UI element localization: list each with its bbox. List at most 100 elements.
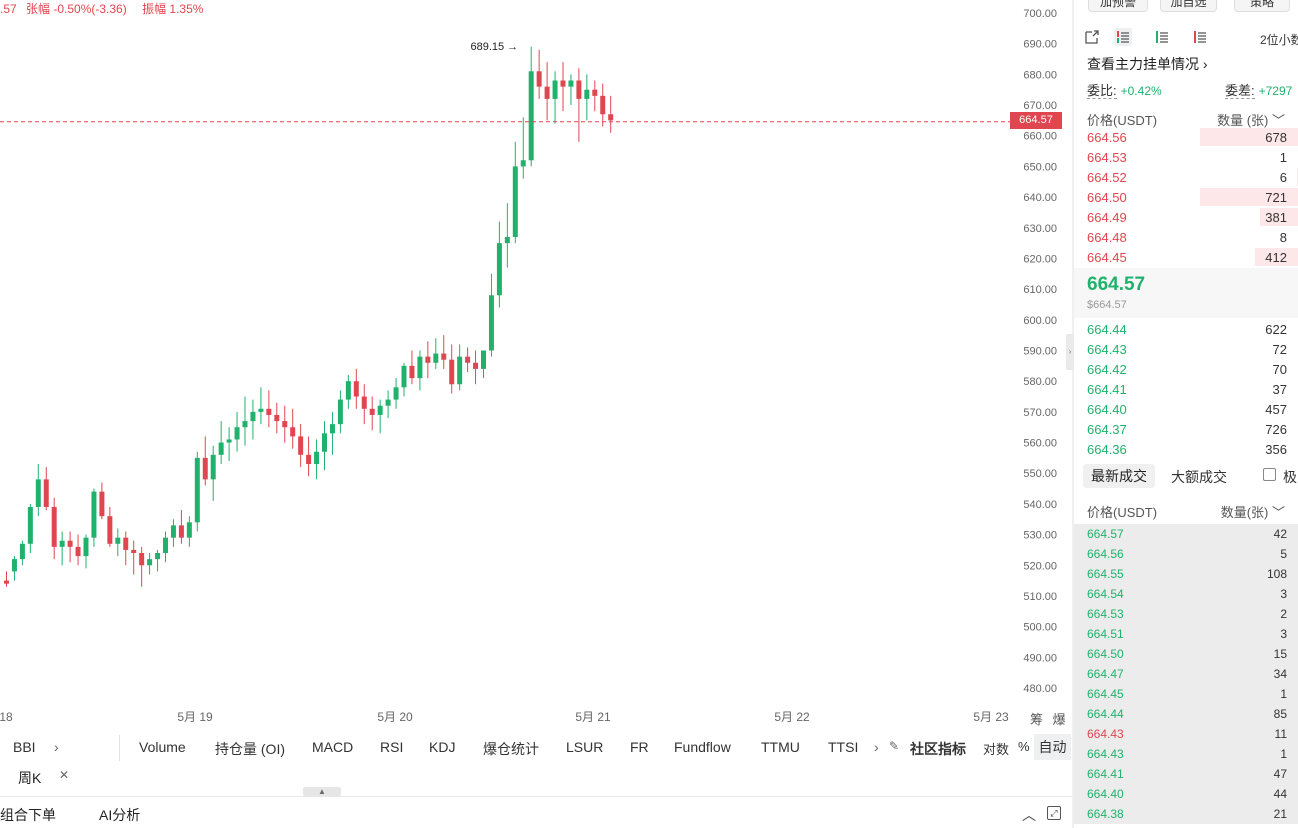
candle-body bbox=[210, 454, 216, 480]
diff-group: 委差: +7297 bbox=[1225, 80, 1292, 99]
bid-row[interactable]: 664.42 70 bbox=[1074, 359, 1298, 379]
bid-row[interactable]: 664.43 72 bbox=[1074, 339, 1298, 359]
bid-row[interactable]: 664.41 37 bbox=[1074, 379, 1298, 399]
trade-qty: 85 bbox=[1273, 707, 1287, 721]
panel-divider[interactable] bbox=[1072, 0, 1074, 828]
diff-value: +7297 bbox=[1258, 84, 1293, 98]
close-icon[interactable]: ✕ bbox=[59, 768, 70, 782]
indicator-lsur[interactable]: LSUR bbox=[566, 739, 604, 755]
trade-row[interactable]: 664.43 1 bbox=[1074, 744, 1298, 764]
popout-icon[interactable] bbox=[1083, 28, 1101, 46]
trade-row[interactable]: 664.47 34 bbox=[1074, 664, 1298, 684]
side-labels[interactable]: 筹 爆 bbox=[1030, 709, 1072, 728]
panel-resize-grip[interactable]: › bbox=[1066, 334, 1074, 370]
ask-row[interactable]: 664.45 412 bbox=[1074, 247, 1298, 267]
community-indicators[interactable]: 社区指标 bbox=[910, 741, 966, 757]
main-orders-link[interactable]: 查看主力挂单情况 › bbox=[1087, 54, 1208, 74]
candle-body bbox=[186, 522, 192, 538]
bid-price: 664.36 bbox=[1087, 442, 1127, 457]
ask-row[interactable]: 664.56 678 bbox=[1074, 127, 1298, 147]
tab-latest-trades[interactable]: 最新成交 bbox=[1083, 464, 1155, 488]
indicator-ttsi[interactable]: TTSI bbox=[828, 739, 859, 755]
x-tick-label: 18 bbox=[0, 710, 13, 724]
indicator-volume[interactable]: Volume bbox=[139, 739, 186, 755]
timeframe-label[interactable]: 周K bbox=[18, 770, 42, 786]
y-tick-label: 510.00 bbox=[1023, 591, 1057, 603]
candle-body bbox=[107, 516, 113, 544]
indicator-fundflow[interactable]: Fundflow bbox=[674, 739, 731, 755]
combo-order-tab[interactable]: 组合下单 bbox=[0, 807, 56, 823]
chevron-up-icon[interactable]: ︿ bbox=[1022, 807, 1036, 823]
indicator-macd[interactable]: MACD bbox=[312, 739, 354, 755]
strategy-button[interactable]: 策略 bbox=[1234, 0, 1290, 12]
trade-qty: 42 bbox=[1273, 527, 1287, 541]
add-watchlist-button[interactable]: 加自选 bbox=[1160, 0, 1217, 12]
indicator-rsi[interactable]: RSI bbox=[380, 739, 404, 755]
book-view-both-icon[interactable] bbox=[1114, 28, 1132, 46]
ask-row[interactable]: 664.53 1 bbox=[1074, 147, 1298, 167]
trade-qty-header[interactable]: 数量(张) ﹀ bbox=[1221, 502, 1285, 521]
trade-row[interactable]: 664.53 2 bbox=[1074, 604, 1298, 624]
chip-distribution-toggle[interactable]: 筹 bbox=[1030, 712, 1044, 727]
trade-row[interactable]: 664.50 15 bbox=[1074, 644, 1298, 664]
trade-price: 664.55 bbox=[1087, 567, 1124, 581]
edit-icon[interactable]: ✎ bbox=[889, 739, 900, 753]
percent-scale-toggle[interactable]: % bbox=[1018, 739, 1030, 754]
trade-qty: 3 bbox=[1280, 587, 1287, 601]
trade-row[interactable]: 664.40 44 bbox=[1074, 784, 1298, 804]
collapse-panel-handle[interactable]: ▲ bbox=[303, 787, 341, 796]
bid-qty: 72 bbox=[1272, 342, 1287, 357]
trade-row[interactable]: 664.45 1 bbox=[1074, 684, 1298, 704]
tab-large-trades[interactable]: 大额成交 bbox=[1171, 469, 1227, 485]
precision-select[interactable]: 2位小数 bbox=[1260, 33, 1298, 47]
bid-row[interactable]: 664.44 622 bbox=[1074, 319, 1298, 339]
candle-body bbox=[512, 166, 518, 237]
candlestick-chart[interactable]: 700.00 690.00 680.00 670.00 660.00 650.00 640.… bbox=[0, 0, 1072, 730]
bid-row[interactable]: 664.40 457 bbox=[1074, 399, 1298, 419]
chart-area[interactable]: 700.00 690.00 680.00 670.00 660.00 650.00 640.… bbox=[0, 0, 1072, 730]
indicator-fr[interactable]: FR bbox=[630, 739, 649, 755]
trade-row[interactable]: 664.44 85 bbox=[1074, 704, 1298, 724]
candle-body bbox=[266, 408, 272, 415]
book-view-bids-icon[interactable] bbox=[1153, 28, 1171, 46]
liquidation-toggle[interactable]: 爆 bbox=[1052, 712, 1066, 727]
qty-header[interactable]: 数量 (张) ﹀ bbox=[1217, 110, 1285, 129]
trade-row[interactable]: 664.41 47 bbox=[1074, 764, 1298, 784]
ask-row[interactable]: 664.52 6 bbox=[1074, 167, 1298, 187]
ask-row[interactable]: 664.50 721 bbox=[1074, 187, 1298, 207]
expand-icon[interactable]: ⤢ bbox=[1047, 806, 1061, 820]
add-alert-button[interactable]: 加预警 bbox=[1088, 0, 1148, 12]
trade-price: 664.51 bbox=[1087, 627, 1124, 641]
chevron-right-icon: › bbox=[1202, 56, 1208, 72]
candle-body bbox=[11, 559, 17, 572]
trade-row[interactable]: 664.56 5 bbox=[1074, 544, 1298, 564]
trade-row[interactable]: 664.57 42 bbox=[1074, 524, 1298, 544]
book-view-asks-icon[interactable] bbox=[1191, 28, 1209, 46]
candle-body bbox=[473, 362, 479, 369]
bid-row[interactable]: 664.36 356 bbox=[1074, 439, 1298, 459]
indicator-oi[interactable]: 持仓量 (OI) bbox=[215, 741, 285, 757]
indicator-kdj[interactable]: KDJ bbox=[429, 739, 456, 755]
log-scale-toggle[interactable]: 对数 bbox=[983, 742, 1010, 757]
chevron-right-icon[interactable]: › bbox=[54, 739, 59, 755]
auto-scale-button[interactable]: 自动 bbox=[1034, 734, 1071, 760]
x-tick-label: 5月 23 bbox=[973, 710, 1009, 724]
filter-checkbox[interactable] bbox=[1263, 468, 1276, 481]
ask-row[interactable]: 664.49 381 bbox=[1074, 207, 1298, 227]
ask-qty: 721 bbox=[1265, 190, 1287, 205]
ask-row[interactable]: 664.48 8 bbox=[1074, 227, 1298, 247]
trade-row[interactable]: 664.38 21 bbox=[1074, 804, 1298, 824]
chevron-right-icon[interactable]: › bbox=[874, 739, 879, 755]
ai-analysis-tab[interactable]: AI分析 bbox=[99, 807, 141, 823]
indicator-liquidation[interactable]: 爆仓统计 bbox=[483, 741, 539, 757]
trade-tabs: 最新成交 大额成交 极 bbox=[1074, 458, 1298, 492]
bid-row[interactable]: 664.37 726 bbox=[1074, 419, 1298, 439]
trade-row[interactable]: 664.54 3 bbox=[1074, 584, 1298, 604]
candle-body bbox=[536, 71, 542, 87]
trade-row[interactable]: 664.43 11 bbox=[1074, 724, 1298, 744]
y-tick-label: 500.00 bbox=[1023, 622, 1057, 634]
trade-row[interactable]: 664.55 108 bbox=[1074, 564, 1298, 584]
indicator-ttmu[interactable]: TTMU bbox=[761, 739, 800, 755]
indicator-bbi[interactable]: BBI bbox=[13, 739, 36, 755]
trade-row[interactable]: 664.51 3 bbox=[1074, 624, 1298, 644]
